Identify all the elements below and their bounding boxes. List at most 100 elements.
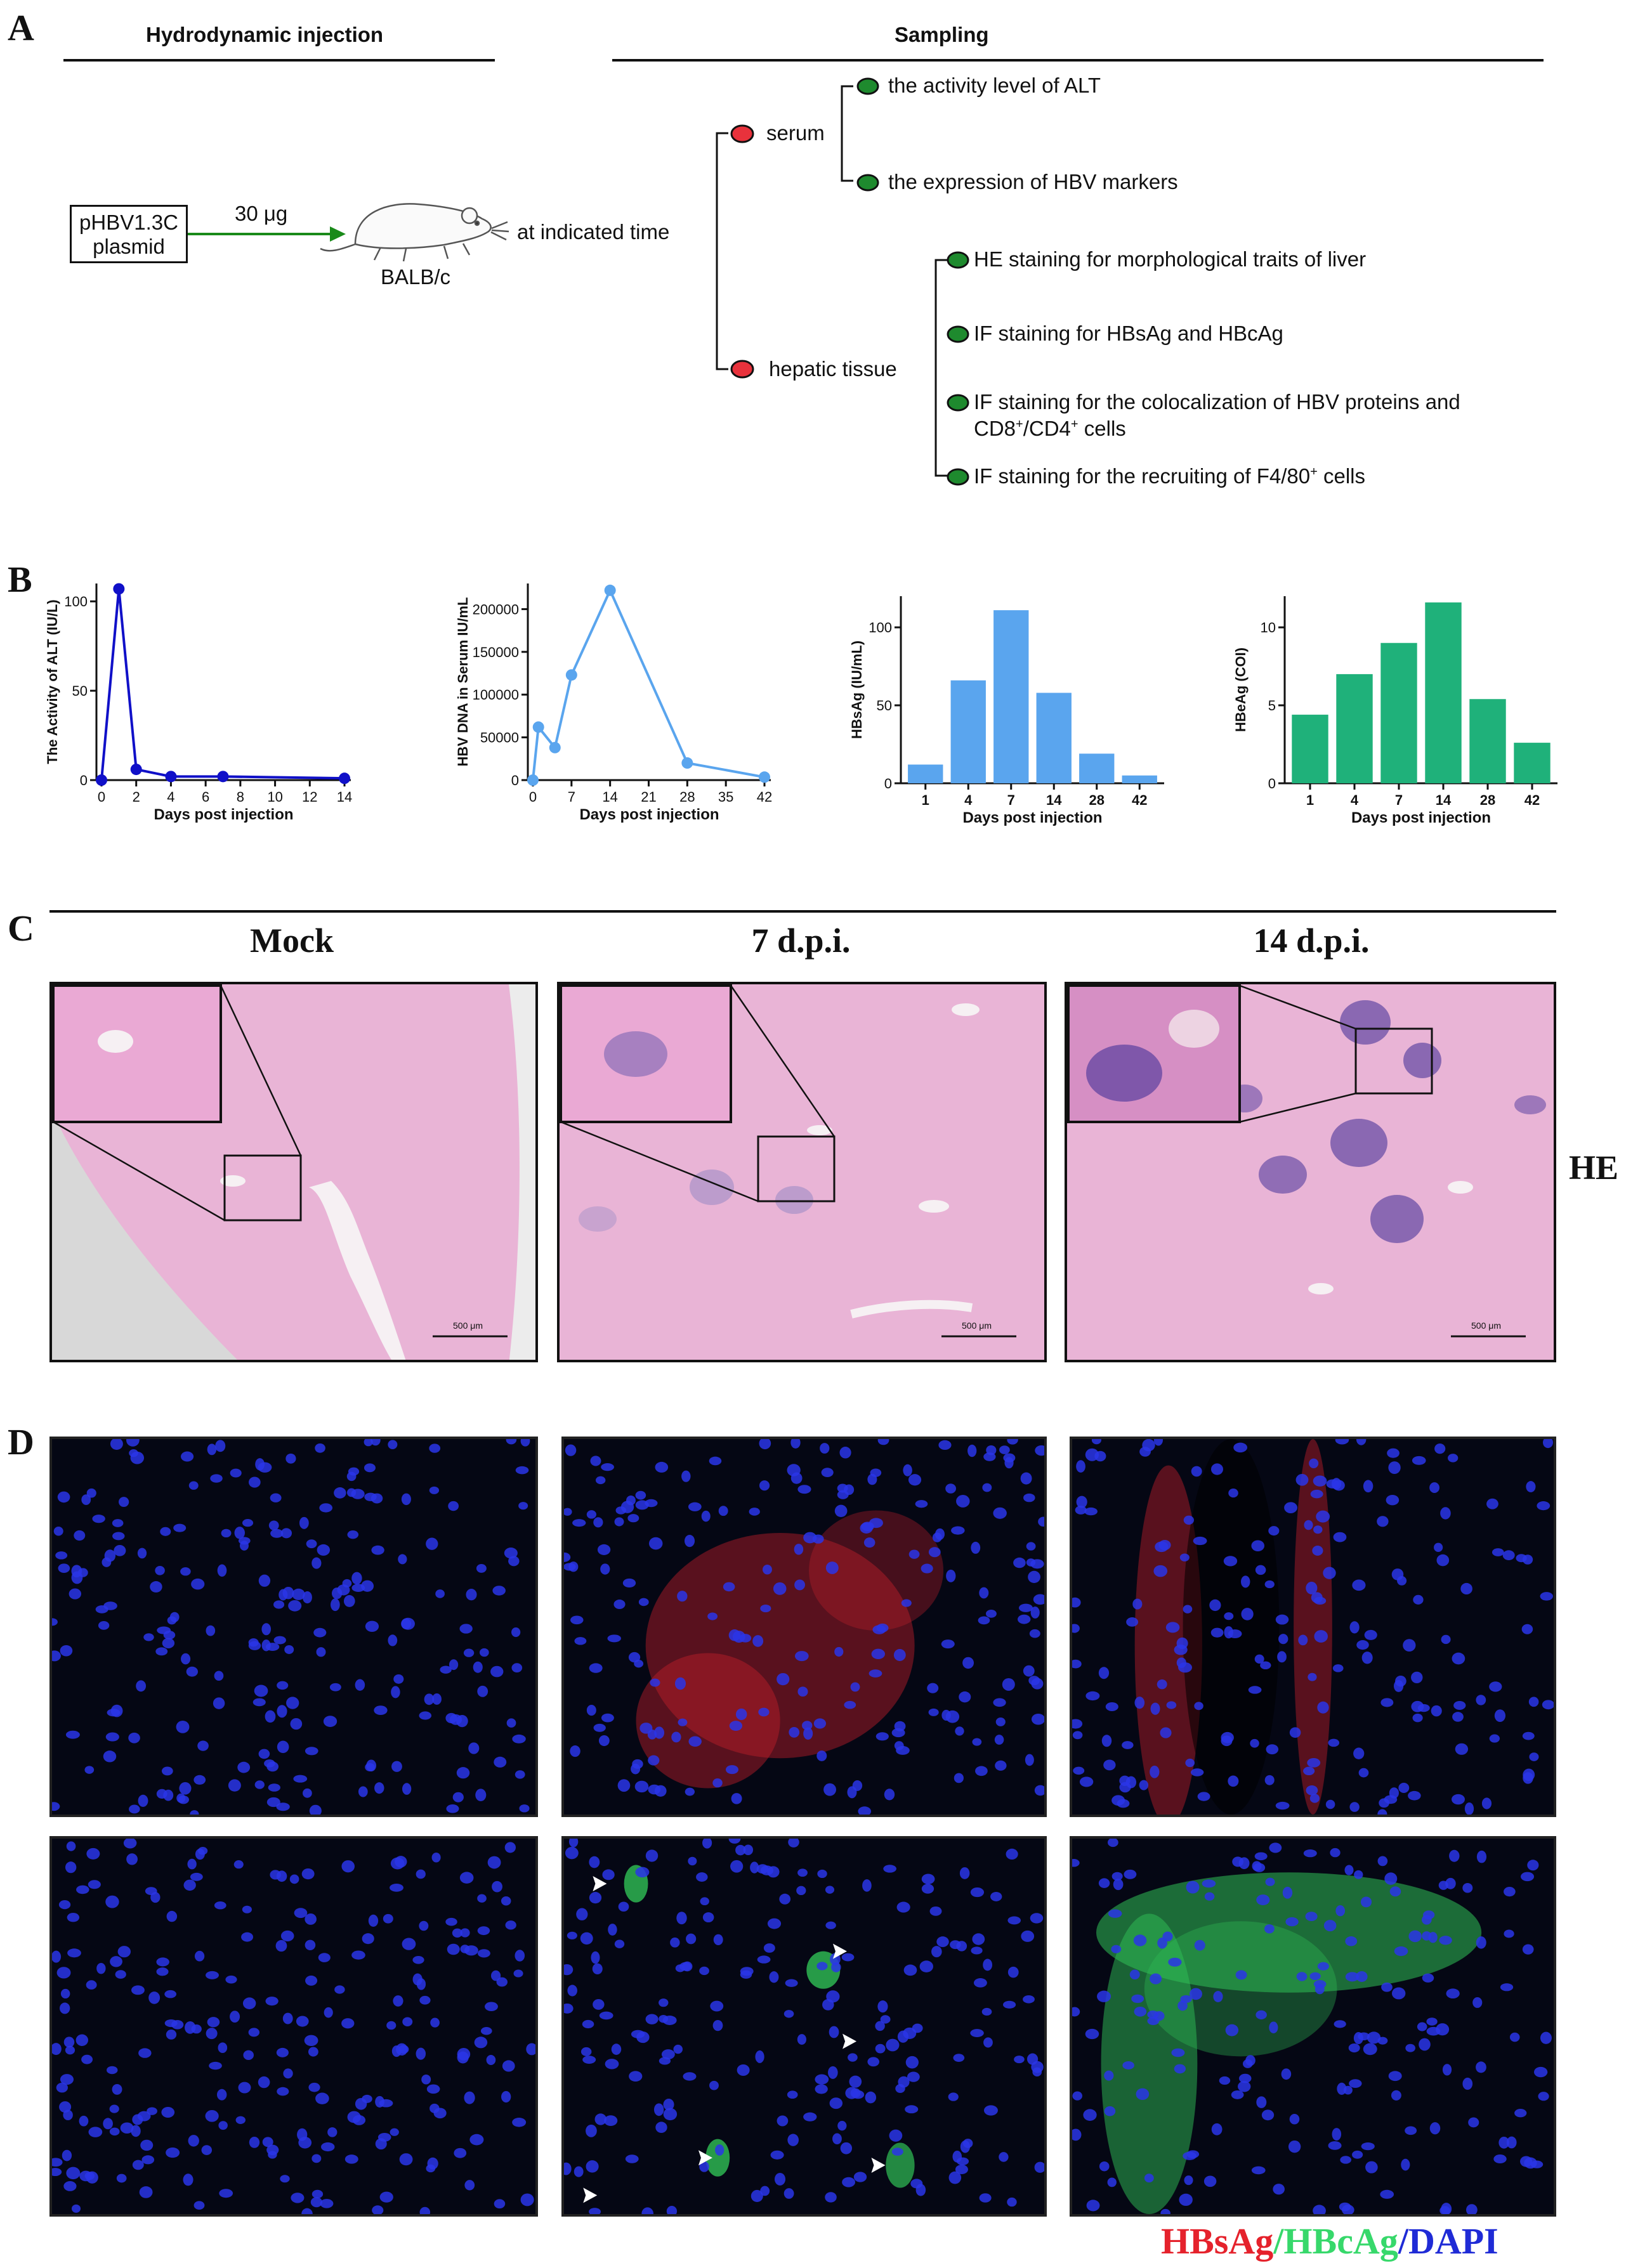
nucleus [1489,1734,1500,1743]
nucleus [96,1962,106,1974]
nucleus [342,1579,352,1588]
nucleus [751,2189,763,2203]
nucleus [290,1717,303,1730]
nucleus [794,1544,804,1555]
legend-hbcag: HBcAg [1283,2220,1398,2262]
nucleus [1158,1540,1171,1551]
nucleus [593,1517,603,1528]
nucleus [1345,1936,1358,1946]
nucleus [1527,1860,1539,1871]
chart0-data-point [96,774,107,786]
nucleus [710,2000,724,2012]
nucleus [945,1483,956,1494]
nucleus [266,1797,280,1808]
nucleus [1119,1775,1131,1786]
nucleus [1033,1594,1044,1605]
nucleus [131,1985,145,1995]
nucleus [676,1912,687,1925]
nucleus [850,1682,860,1692]
histology-top-rule [49,910,1556,913]
nucleus [582,2056,596,2064]
nucleus [1468,2117,1479,2128]
nucleus [365,1620,379,1633]
nucleus [1153,1439,1163,1446]
nucleus [261,1639,271,1652]
he-staining-item: HE staining for morphological traits of … [974,247,1367,271]
nucleus [1111,1872,1123,1881]
nucleus [1353,1747,1365,1759]
nucleus [1426,2017,1438,2026]
nucleus [116,2174,127,2183]
plasmid-box: pHBV1.3C plasmid [70,205,188,263]
nucleus [564,2162,572,2175]
nucleus [730,1860,744,1873]
nucleus [1103,1759,1116,1771]
nucleus [150,1892,161,1903]
nucleus [1101,1735,1112,1747]
nucleus [978,1616,990,1625]
nucleus [671,1731,681,1743]
nucleus [1361,1652,1373,1664]
nucleus [802,1721,813,1730]
nucleus [635,1867,650,1878]
nucleus [995,1760,1007,1771]
nucleus [412,1956,424,1964]
nucleus [1085,1691,1100,1701]
nucleus [167,1616,177,1625]
chart3-bar [1380,642,1417,783]
arrow-icon [593,1876,607,1892]
nucleus [305,1939,316,1950]
nucleus [162,1638,175,1648]
chart2-y-label: HBsAg (IU/mL) [849,641,865,739]
nucleus [837,1490,849,1499]
chart3-bar [1514,743,1551,783]
nucleus [71,1565,82,1578]
nucleus [311,1557,322,1569]
nucleus [735,1844,746,1856]
nucleus [1309,1972,1321,1981]
nucleus [1325,1799,1335,1809]
nucleus [825,1921,836,1929]
nucleus [1516,1554,1527,1563]
nucleus [1452,1794,1465,1805]
nucleus [252,1698,266,1707]
nucleus [270,1870,281,1880]
nucleus [86,1488,96,1498]
nucleus [515,1770,525,1779]
nucleus [388,1634,398,1646]
nucleus [452,1792,464,1802]
nucleus [580,1932,593,1945]
nucleus [921,1884,934,1894]
arrow-icon [843,2033,857,2049]
nucleus [999,1445,1010,1454]
nucleus [759,1480,770,1491]
nucleus [129,1804,140,1814]
nucleus [265,1997,279,2006]
nucleus [1253,1863,1266,1872]
legend-slash-1: / [1273,2220,1284,2262]
nucleus [435,1589,445,1598]
nucleus [903,2027,917,2039]
nucleus [1317,1701,1329,1714]
nucleus [1124,1869,1137,1879]
nucleus [221,1528,232,1538]
nucleus [1166,1701,1177,1709]
nucleus [861,1522,874,1532]
nucleus [903,1964,917,1976]
nucleus [103,2118,113,2130]
nucleus [972,1933,985,1945]
nucleus [155,1647,168,1656]
nucleus [429,1444,441,1453]
mouse-icon [320,203,509,262]
nucleus [1481,1797,1492,1809]
nucleus [67,1948,81,1958]
nucleus [81,2054,93,2064]
nucleus [1429,1482,1439,1494]
nucleus [301,1868,315,1880]
nucleus [275,1939,287,1952]
nucleus [242,1519,254,1527]
nucleus [1134,1697,1145,1709]
nucleus [972,1738,982,1746]
nucleus [114,1544,126,1556]
